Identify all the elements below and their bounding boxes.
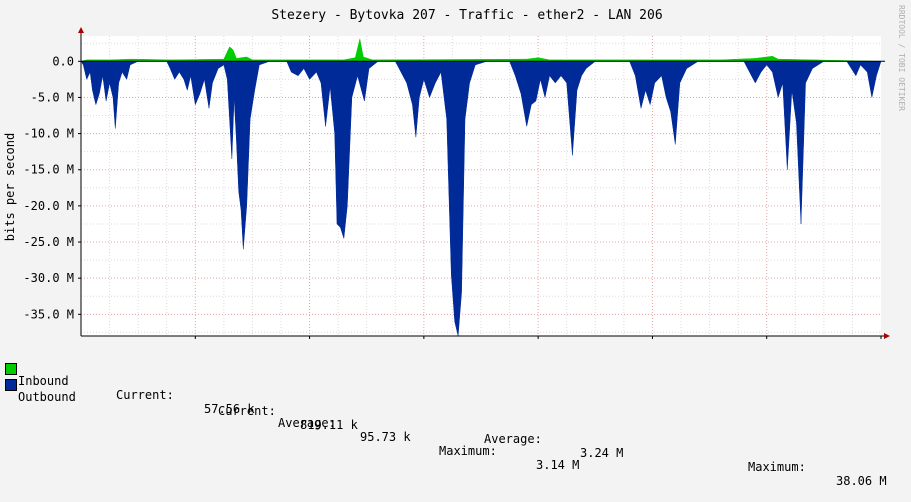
legend-inbound-name: Inbound: [18, 374, 69, 388]
legend-outbound-name: Outbound: [18, 390, 76, 404]
legend-inbound-maximum-label: Maximum:: [439, 444, 497, 458]
legend-outbound-maximum-label: Maximum:: [748, 460, 806, 474]
watermark: RRDTOOL / TOBI OETIKER: [897, 5, 906, 111]
legend-inbound-maximum: 3.14 M: [536, 458, 580, 472]
y-axis-label: bits per second: [3, 133, 17, 241]
y-tick-label: -5.0 M: [31, 90, 74, 104]
y-tick-label: -35.0 M: [23, 307, 74, 321]
y-tick-label: 0.0: [52, 54, 74, 68]
y-axis-arrow: [78, 27, 84, 33]
y-tick-label: -20.0 M: [23, 199, 74, 213]
y-tick-label: -15.0 M: [23, 163, 74, 177]
legend-outbound-swatch: [5, 379, 17, 391]
x-axis-arrow: [884, 333, 890, 339]
legend-outbound: Outbound Current: 819.11 k Average: 3.24…: [18, 376, 887, 502]
y-tick-label: -30.0 M: [23, 271, 74, 285]
series-area-inbound: [80, 38, 882, 62]
legend-outbound-current: 819.11 k: [300, 418, 358, 432]
chart-title: Stezery - Bytovka 207 - Traffic - ether2…: [271, 8, 662, 23]
legend-outbound-average: 3.24 M: [580, 446, 624, 460]
legend-inbound-swatch: [5, 363, 17, 375]
legend-outbound-current-label: Current:: [218, 404, 276, 418]
legend-inbound-average: 95.73 k: [360, 430, 411, 444]
y-tick-label: -25.0 M: [23, 235, 74, 249]
traffic-chart: 0.0 -5.0 M -10.0 M -15.0 M -20.0 M -25.0 M -30…: [3, 5, 906, 339]
series-area-outbound: [80, 60, 882, 337]
y-tick-label: -10.0 M: [23, 127, 74, 141]
legend-outbound-average-label: Average:: [484, 432, 542, 446]
graph-window: 0.0 -5.0 M -10.0 M -15.0 M -20.0 M -25.0 M -30…: [3, 5, 906, 488]
legend-inbound-current-label: Current:: [116, 388, 174, 402]
legend-outbound-maximum: 38.06 M: [836, 474, 887, 488]
